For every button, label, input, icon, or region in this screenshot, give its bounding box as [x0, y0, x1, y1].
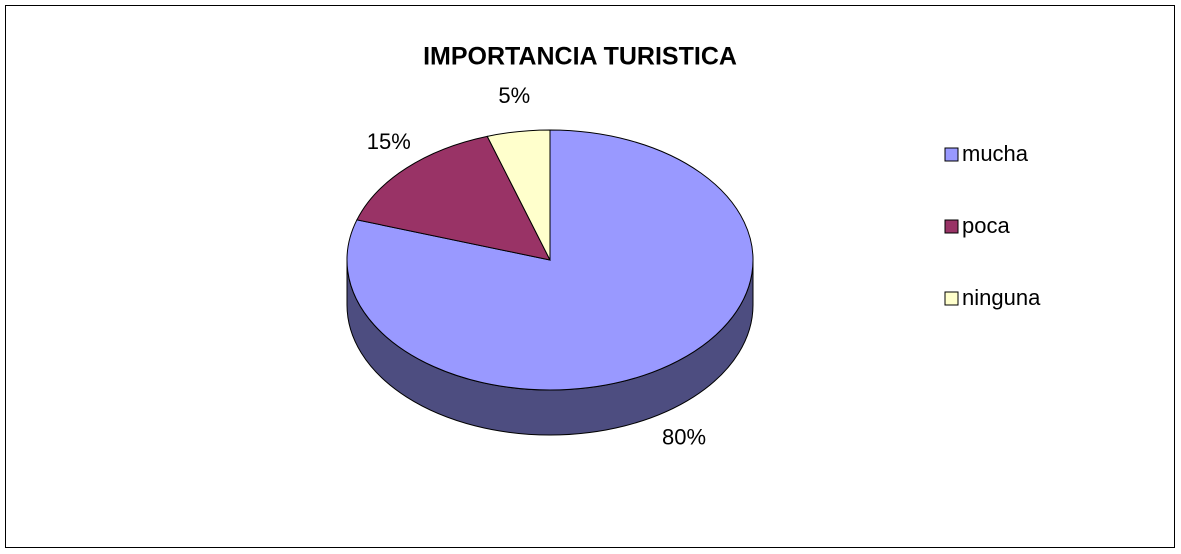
pie-slice	[486, 129, 551, 261]
legend-swatch	[944, 219, 959, 234]
legend-label: mucha	[962, 141, 1029, 166]
data-label: 80%	[662, 424, 706, 449]
chart-title: IMPORTANCIA TURISTICA	[423, 43, 737, 71]
legend-swatch	[944, 147, 959, 162]
data-label: 5%	[498, 83, 530, 108]
legend-label: poca	[962, 213, 1010, 238]
legend-label: ninguna	[962, 285, 1041, 310]
legend-swatch	[944, 291, 959, 306]
data-label: 15%	[367, 129, 411, 154]
pie-slice	[356, 135, 551, 261]
